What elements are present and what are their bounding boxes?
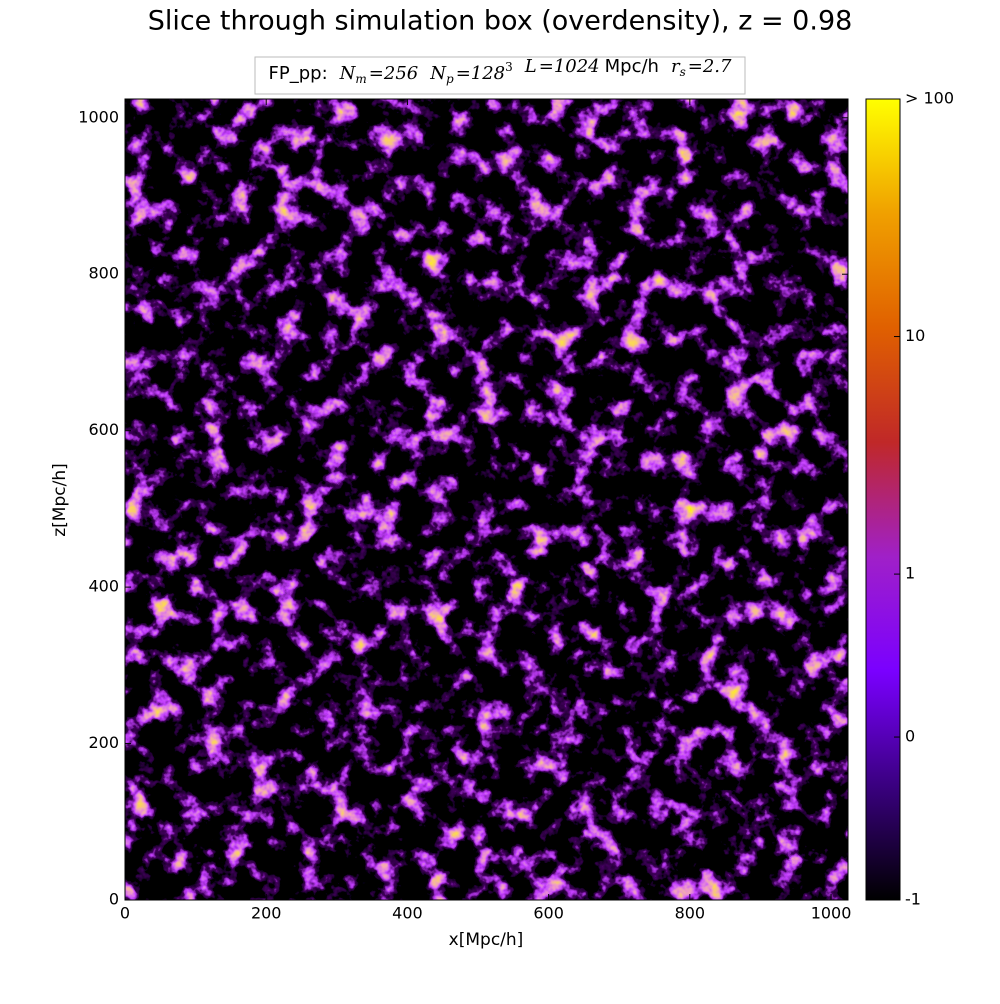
param-value: =2.7	[688, 56, 732, 77]
x-tick-label: 0	[120, 904, 130, 923]
x-axis-label: x[Mpc/h]	[449, 930, 524, 950]
colorbar	[865, 98, 901, 901]
density-field	[125, 99, 848, 900]
y-tick-label: 400	[88, 577, 119, 596]
param-symbol: L	[524, 56, 537, 77]
param-sup: 3	[505, 60, 513, 74]
y-tick-label: 0	[109, 890, 119, 909]
subtitle-label: FP_pp:	[269, 63, 328, 84]
subtitle: FP_pp: Nm =256 Np =1283 L =1024 Mpc/h rs =2.7	[269, 56, 732, 86]
field-texture	[125, 99, 848, 900]
x-tick-label: 800	[675, 904, 706, 923]
param-value: =256	[369, 63, 418, 84]
x-tick-label: 400	[392, 904, 423, 923]
param-value: =1024	[539, 56, 600, 77]
plot-frame	[124, 98, 849, 901]
y-tick-label: 800	[88, 264, 119, 283]
param-sub: m	[355, 72, 366, 86]
chart-title: Slice through simulation box (overdensit…	[148, 6, 853, 37]
colorbar-tick-label: > 100	[905, 89, 954, 108]
x-tick-label: 600	[533, 904, 564, 923]
x-tick-label: 200	[251, 904, 282, 923]
colorbar-tick-label: 1	[905, 564, 915, 583]
y-tick-label: 1000	[78, 107, 119, 126]
colorbar-tick-label: 10	[905, 326, 925, 345]
param-symbol: N	[339, 63, 357, 84]
param-symbol: N	[429, 63, 447, 84]
param-symbol: r	[671, 56, 681, 77]
param-sub: p	[446, 72, 454, 86]
y-tick-label: 600	[88, 420, 119, 439]
y-tick-label: 200	[88, 733, 119, 752]
subtitle-box	[254, 56, 746, 95]
colorbar-tick-label: -1	[905, 890, 921, 909]
param-value: =128	[456, 63, 505, 84]
y-axis-label: z[Mpc/h]	[50, 463, 70, 537]
param-unit: Mpc/h	[605, 56, 659, 77]
param-sub: s	[680, 65, 686, 79]
colorbar-tick-label: 0	[905, 727, 915, 746]
x-tick-label: 1000	[811, 904, 852, 923]
